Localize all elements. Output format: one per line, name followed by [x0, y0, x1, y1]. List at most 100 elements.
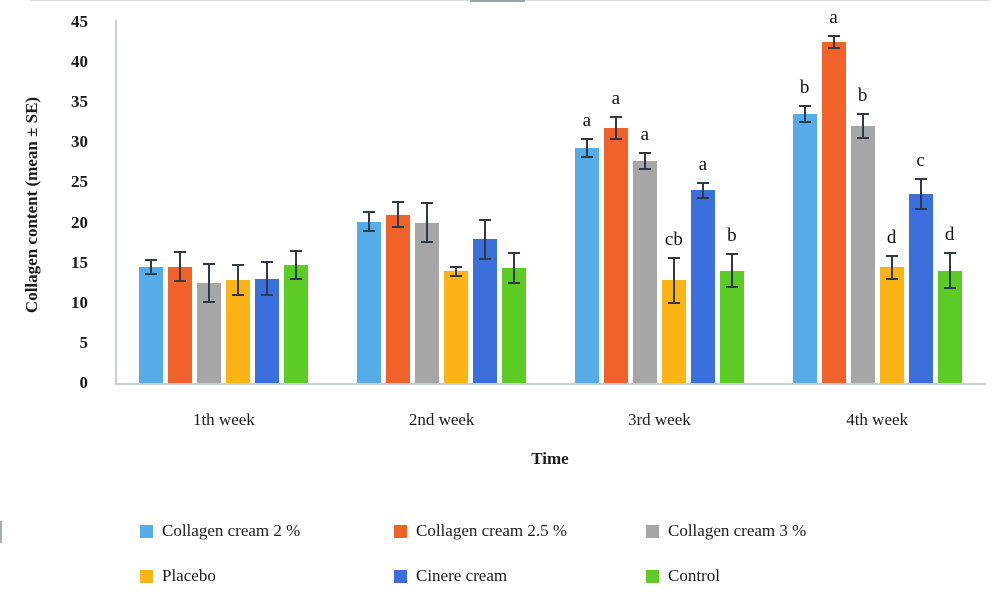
error-bar-line — [368, 211, 371, 233]
y-tick-label: 10 — [71, 292, 88, 312]
significance-letter: a — [698, 153, 708, 175]
error-bar-cap-top — [885, 255, 898, 258]
error-bar-cap-bottom — [827, 47, 840, 50]
error-bar-cap-top — [232, 264, 245, 267]
error-bar-line — [585, 138, 588, 158]
x-axis-line — [115, 383, 986, 385]
error-bar-line — [643, 151, 646, 170]
error-bar-cap-top — [943, 252, 956, 255]
bar-cinere-cream-week4 — [908, 193, 933, 383]
error-bar-cap-bottom — [609, 137, 622, 140]
bar-collagen-cream-2--week4 — [792, 114, 817, 383]
bar-collagen-cream-3--week2 — [415, 222, 440, 383]
error-bar-cap-top — [914, 177, 927, 180]
legend-swatch — [646, 524, 659, 538]
error-bar-cap-bottom — [856, 137, 869, 140]
x-category-label: 4th week — [846, 410, 909, 429]
legend-label: Control — [668, 566, 720, 585]
bar-collagen-cream-2-5--week3 — [603, 127, 628, 383]
bar-placebo-week2 — [444, 271, 469, 383]
bar-control-week1 — [284, 265, 309, 383]
left-edge-artifact — [0, 521, 2, 543]
error-bar-cap-top — [638, 151, 651, 154]
significance-letter: a — [640, 123, 650, 145]
error-bar-line — [614, 115, 617, 140]
error-bar-cap-bottom — [290, 278, 303, 281]
error-bar-cap-top — [696, 181, 709, 184]
error-bar-cap-top — [508, 252, 521, 255]
legend-label: Cinere cream — [416, 566, 508, 585]
error-bar-line — [513, 252, 516, 285]
error-bar-cap-top — [667, 257, 680, 260]
y-tick-label: 15 — [71, 252, 88, 272]
error-bar-cap-bottom — [914, 207, 927, 210]
error-bar-cap-top — [725, 253, 738, 256]
bar-cinere-cream-week3 — [690, 190, 715, 383]
error-bar-cap-top — [827, 34, 840, 37]
error-bar-line — [237, 264, 240, 297]
y-axis-line — [115, 20, 117, 384]
significance-letter: d — [886, 227, 897, 249]
y-tick-label: 40 — [71, 52, 88, 72]
error-bar-cap-bottom — [580, 155, 593, 158]
legend-swatch — [394, 569, 407, 583]
error-bar-cap-bottom — [421, 241, 434, 244]
bar-collagen-cream-2--week2 — [357, 221, 382, 383]
error-bar-line — [455, 265, 458, 278]
bar-control-week2 — [502, 268, 527, 383]
bar-collagen-cream-2-5--week4 — [821, 42, 846, 383]
legend-swatch — [394, 524, 407, 538]
error-bar-line — [484, 218, 487, 261]
significance-letter: cb — [664, 229, 683, 251]
significance-letter: a — [582, 110, 592, 132]
legend-label: Placebo — [162, 566, 216, 585]
error-bar-cap-top — [174, 251, 187, 254]
error-bar-cap-top — [580, 138, 593, 141]
bar-control-week3 — [719, 270, 744, 383]
legend-item-collagen-cream-3-: Collagen cream 3 % — [646, 521, 806, 540]
error-bar-line — [803, 105, 806, 124]
error-bar-cap-bottom — [508, 282, 521, 285]
error-bar-line — [948, 252, 951, 290]
bar-collagen-cream-2-5--week1 — [168, 266, 193, 383]
error-bar-cap-bottom — [696, 197, 709, 200]
error-bar-cap-top — [609, 115, 622, 118]
bar-cinere-cream-week2 — [473, 239, 498, 383]
error-bar-cap-bottom — [943, 287, 956, 290]
error-bar-cap-top — [450, 265, 463, 268]
error-bar-cap-bottom — [798, 121, 811, 124]
x-category-label: 2nd week — [408, 410, 475, 429]
error-bar-cap-bottom — [261, 294, 274, 297]
error-bar-line — [426, 201, 429, 244]
legend-item-cinere-cream: Cinere cream — [394, 566, 508, 585]
bar-collagen-cream-3--week3 — [632, 160, 657, 383]
bar-collagen-cream-3--week4 — [850, 126, 875, 383]
error-bar-cap-bottom — [479, 258, 492, 261]
error-bar-cap-top — [145, 258, 158, 261]
bar-collagen-cream-2-5--week2 — [386, 214, 411, 383]
significance-letter: b — [727, 225, 737, 247]
error-bar-line — [672, 257, 675, 304]
error-bar-cap-top — [363, 211, 376, 214]
legend-swatch — [646, 569, 659, 583]
y-tick-label: 5 — [79, 332, 89, 352]
legend-label: Collagen cream 2 % — [162, 521, 301, 540]
y-axis-title: Collagen content (mean ± SE) — [22, 96, 41, 314]
y-tick-label: 30 — [71, 132, 88, 152]
bar-placebo-week1 — [226, 280, 251, 383]
error-bar-line — [208, 262, 211, 303]
significance-letter: d — [944, 224, 955, 246]
x-category-label: 3rd week — [627, 410, 691, 429]
error-bar-line — [295, 249, 298, 281]
bar-collagen-cream-2--week3 — [574, 147, 599, 383]
y-tick-label: 45 — [71, 12, 88, 31]
error-bar-cap-top — [856, 113, 869, 116]
error-bar-cap-bottom — [392, 226, 405, 229]
bar-placebo-week4 — [879, 267, 904, 383]
error-bar-cap-top — [421, 201, 434, 204]
significance-letter: c — [916, 149, 925, 171]
error-bar-cap-top — [392, 200, 405, 203]
error-bar-line — [179, 251, 182, 282]
error-bar-cap-bottom — [667, 301, 680, 304]
error-bar-line — [150, 258, 153, 275]
